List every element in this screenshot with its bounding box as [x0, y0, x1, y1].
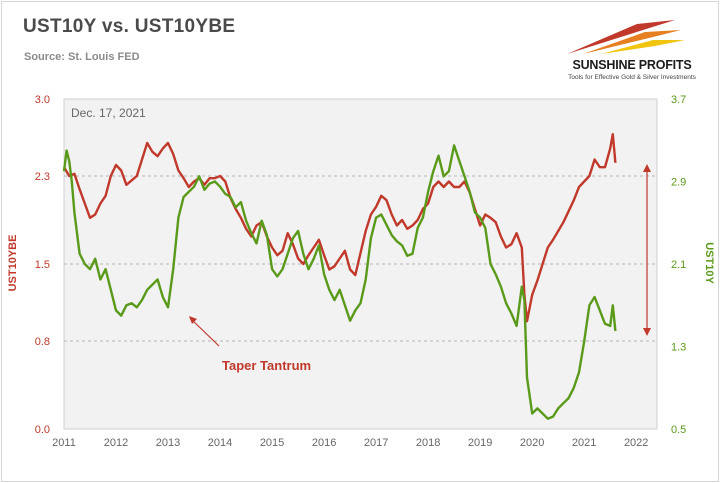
y-left-tick-label: 2.3 — [35, 171, 50, 183]
x-tick-label: 2021 — [572, 437, 596, 449]
y-right-tick-label: 3.7 — [671, 94, 686, 106]
y-right-tick-label: 0.5 — [671, 424, 686, 436]
x-tick-label: 2022 — [624, 437, 648, 449]
y-left-tick-label: 3.0 — [35, 94, 50, 106]
series-group — [62, 132, 617, 420]
grid-lines — [64, 175, 657, 342]
y-right-tick-label: 1.3 — [671, 342, 686, 354]
logo-tagline: Tools for Effective Gold & Silver Invest… — [568, 74, 696, 81]
y-right-tick-label: 2.1 — [671, 259, 686, 271]
x-tick-label: 2019 — [468, 437, 492, 449]
date-label: Dec. 17, 2021 — [71, 106, 146, 120]
y-left-tick-label: 0.0 — [35, 424, 50, 436]
x-tick-label: 2012 — [104, 437, 128, 449]
x-tick-label: 2018 — [416, 437, 440, 449]
x-tick-label: 2016 — [312, 437, 336, 449]
annotation-arrow-line — [189, 317, 220, 347]
y-left-tick-label: 1.5 — [35, 259, 50, 271]
series-line-ust10y — [62, 144, 617, 420]
y-right-tick-label: 2.9 — [671, 177, 686, 189]
y-left-axis-label: UST10YBE — [7, 235, 19, 292]
x-tick-label: 2017 — [364, 437, 388, 449]
series-line-ust10ybe — [62, 132, 617, 323]
x-tick-label: 2013 — [156, 437, 180, 449]
x-tick-label: 2020 — [520, 437, 544, 449]
logo-swoosh-icon — [567, 20, 685, 54]
y-right-axis-label: UST10Y — [703, 242, 715, 284]
logo-name: SUNSHINE PROFITS — [572, 58, 692, 72]
annotation-arrow-head — [189, 316, 197, 324]
x-tick-label: 2015 — [260, 437, 284, 449]
chart-title: UST10Y vs. UST10YBE — [23, 16, 236, 37]
sunshine-profits-logo: SUNSHINE PROFITS Tools for Effective Gol… — [557, 16, 707, 86]
y-left-tick-label: 0.8 — [35, 336, 50, 348]
chart-source: Source: St. Louis FED — [24, 51, 140, 63]
x-tick-label: 2011 — [52, 437, 76, 449]
x-tick-label: 2014 — [208, 437, 232, 449]
annotation-taper-tantrum: Taper Tantrum — [222, 358, 311, 373]
gap-arrow-down-head — [643, 328, 651, 336]
gap-arrow-up-head — [643, 164, 651, 172]
tick-labels: 0.0 0.8 1.5 2.3 3.0 0.5 1.3 2.1 2.9 3.7 2011 2012 20… — [35, 94, 687, 449]
